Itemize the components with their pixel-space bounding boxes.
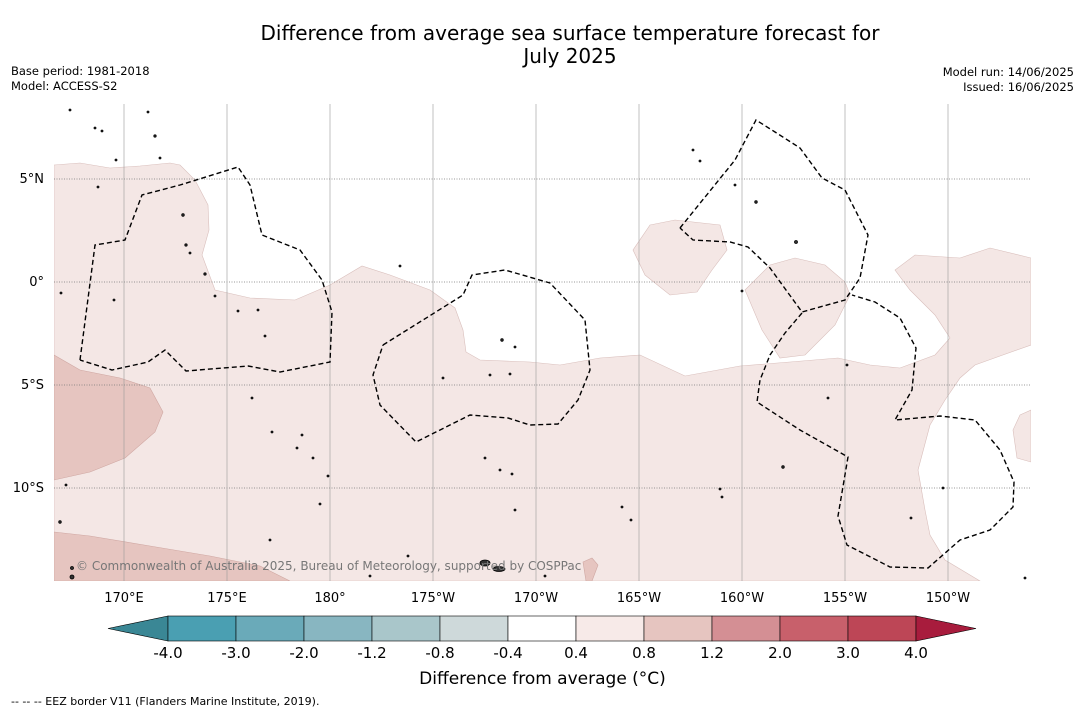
anomaly-region-warm-west [54,354,164,481]
anomaly-region-light-east [744,257,851,359]
colorbar-cell [235,615,305,642]
eez-border-phoenix [372,269,591,443]
lon-label-175w: 175°W [411,591,455,606]
colorbar-tick-label: -0.8 [425,644,454,662]
colorbar-cell [303,615,373,642]
colorbar-cell [575,615,645,642]
lon-label-170e: 170°E [104,591,144,606]
map-panel: © Commonwealth of Australia 2025, Bureau… [54,104,1031,581]
colorbar-tick-label: 3.0 [836,644,860,662]
lon-label-160w: 160°W [720,591,764,606]
colorbar-tick-label: -3.0 [221,644,250,662]
eez-border-line-islands [679,119,869,313]
colorbar-extend-high [915,615,977,642]
title-line-1: Difference from average sea surface temp… [260,21,880,45]
lat-label-5s: 5°S [21,378,44,393]
colorbar-extend-low [107,615,169,642]
base-period-text: Base period: 1981-2018 [11,64,150,78]
colorbar-tick-label: -4.0 [153,644,182,662]
right-meta: Model run: 14/06/2025 Issued: 16/06/2025 [943,65,1074,95]
lon-label-165w: 165°W [617,591,661,606]
colorbar-cell [167,615,237,642]
colorbar: -4.0 -3.0 -2.0 -1.2 -0.8 -0.4 0.4 0.8 1.2 2.0 3.0 4… [107,615,977,662]
colorbar-cell [711,615,781,642]
anomaly-region-light-southeast [1012,409,1031,463]
lat-label-5n: 5°N [20,172,45,187]
model-run-text: Model run: 14/06/2025 [942,65,1074,79]
longitude-labels: 170°E 175°E 180° 175°W 170°W 165°W 160°W… [104,591,970,606]
colorbar-cell [643,615,713,642]
colorbar-tick-label: 2.0 [768,644,792,662]
lon-label-175e: 175°E [207,591,247,606]
anomaly-region-warm-small [582,557,599,581]
figure-title: Difference from average sea surface temp… [0,22,1085,68]
colorbar-tick-label: -1.2 [357,644,386,662]
anomaly-region-light-north [632,219,728,296]
eez-border-cook-north [756,294,1015,569]
lon-label-155w: 155°W [823,591,867,606]
colorbar-title: Difference from average (°C) [419,669,666,689]
anomaly-region-light [54,162,1031,581]
lon-label-170w: 170°W [514,591,558,606]
eez-footnote: -- -- -- EEZ border V11 (Flanders Marine… [11,695,320,708]
lat-label-10s: 10°S [13,481,44,496]
colorbar-tick-label: 1.2 [700,644,724,662]
colorbar-cell [507,615,577,642]
title-line-2: July 2025 [523,44,617,68]
meridians [123,104,949,581]
colorbar-cell [439,615,509,642]
issued-text: Issued: 16/06/2025 [963,80,1074,94]
colorbar-tick-label: 0.8 [632,644,656,662]
left-meta: Base period: 1981-2018 Model: ACCESS-S2 [11,64,150,94]
colorbar-tick-label: 4.0 [904,644,928,662]
anomaly-region-warm-southwest [54,531,291,581]
colorbar-tick-label: -2.0 [289,644,318,662]
gridlines [54,178,1031,489]
copyright-text: © Commonwealth of Australia 2025, Bureau… [76,559,581,573]
latitude-labels: 5°N 0° 5°S 10°S [13,172,44,496]
eez-borders [79,119,1015,569]
colorbar-tick-label: -0.4 [493,644,522,662]
model-text: Model: ACCESS-S2 [11,79,118,93]
islands [58,108,1027,580]
colorbar-cell [371,615,441,642]
colorbar-tick-label: 0.4 [564,644,588,662]
eez-border-kiribati-gilbert [79,166,333,373]
lon-label-180: 180° [314,591,345,606]
colorbar-cell [847,615,917,642]
lon-label-150w: 150°W [926,591,970,606]
colorbar-cell [779,615,849,642]
lat-label-0: 0° [29,275,44,290]
